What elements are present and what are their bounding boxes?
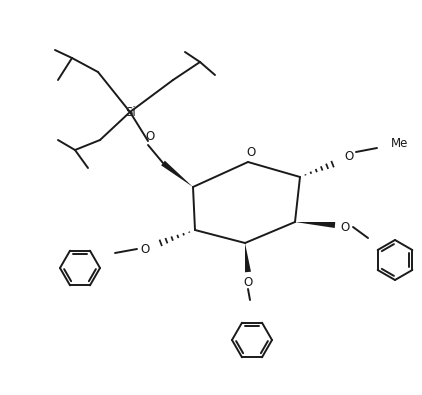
- Text: O: O: [145, 130, 154, 143]
- Polygon shape: [295, 222, 335, 228]
- Text: O: O: [243, 275, 253, 288]
- Polygon shape: [161, 161, 193, 187]
- Text: Si: Si: [126, 105, 136, 118]
- Text: O: O: [246, 145, 256, 158]
- Text: Me: Me: [391, 137, 408, 149]
- Text: O: O: [344, 149, 354, 162]
- Polygon shape: [245, 243, 251, 272]
- Text: O: O: [341, 220, 349, 233]
- Text: O: O: [141, 243, 150, 256]
